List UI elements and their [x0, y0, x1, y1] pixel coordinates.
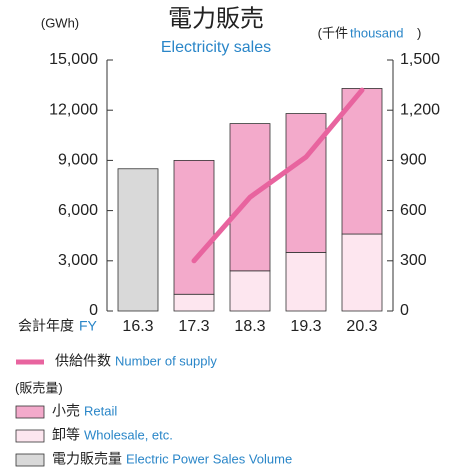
legend-swatch — [15, 405, 45, 419]
y-tick-label: 15,000 — [49, 51, 98, 68]
legend-label: Electric Power Sales Volume — [126, 451, 292, 466]
legend-label: 電力販売量 — [52, 451, 122, 467]
legend-label: Number of supply — [115, 353, 217, 368]
y2-axis-label: thousand — [350, 25, 404, 40]
y2-tick-label: 900 — [400, 152, 427, 169]
y2-tick-label: 300 — [400, 252, 427, 269]
y-tick-label: 9,000 — [58, 152, 98, 169]
legend-label: 供給件数 — [55, 353, 111, 369]
legend-label: 小売 — [52, 403, 80, 419]
x-tick-label: 19.3 — [290, 318, 321, 335]
y2-tick-label: 1,500 — [400, 51, 440, 68]
legend-swatch — [15, 429, 45, 443]
y2-axis-label: ) — [417, 25, 421, 40]
y-tick-label: 6,000 — [58, 202, 98, 219]
y2-tick-label: 1,200 — [400, 101, 440, 118]
chart-subtitle: Electricity sales — [161, 39, 271, 56]
bar — [229, 270, 271, 312]
x-axis-label: FY — [79, 318, 98, 334]
x-tick-label: 20.3 — [346, 318, 377, 335]
legend-label: Retail — [84, 403, 117, 418]
y-tick-label: 3,000 — [58, 252, 98, 269]
bar — [341, 88, 383, 235]
bar — [285, 113, 327, 253]
y2-tick-label: 0 — [400, 302, 409, 319]
legend-label: 卸等 — [52, 427, 80, 443]
y2-axis-label: (千件 — [318, 25, 348, 40]
line — [191, 87, 365, 264]
bar — [117, 168, 159, 312]
legend-heading: (販売量) — [15, 380, 63, 395]
chart-title: 電力販売 — [168, 5, 264, 32]
y-axis-label: (GWh) — [41, 15, 79, 30]
legend-label: Wholesale, etc. — [84, 427, 173, 442]
x-tick-label: 16.3 — [122, 318, 153, 335]
x-tick-label: 18.3 — [234, 318, 265, 335]
bar — [285, 252, 327, 312]
x-axis-label: 会計年度 — [18, 318, 74, 334]
x-tick-label: 17.3 — [178, 318, 209, 335]
y-tick-label: 12,000 — [49, 101, 98, 118]
bar — [173, 159, 215, 295]
legend-swatch — [15, 453, 45, 467]
bar — [173, 293, 215, 312]
y-tick-label: 0 — [89, 302, 98, 319]
bar — [341, 233, 383, 312]
y2-tick-label: 600 — [400, 202, 427, 219]
